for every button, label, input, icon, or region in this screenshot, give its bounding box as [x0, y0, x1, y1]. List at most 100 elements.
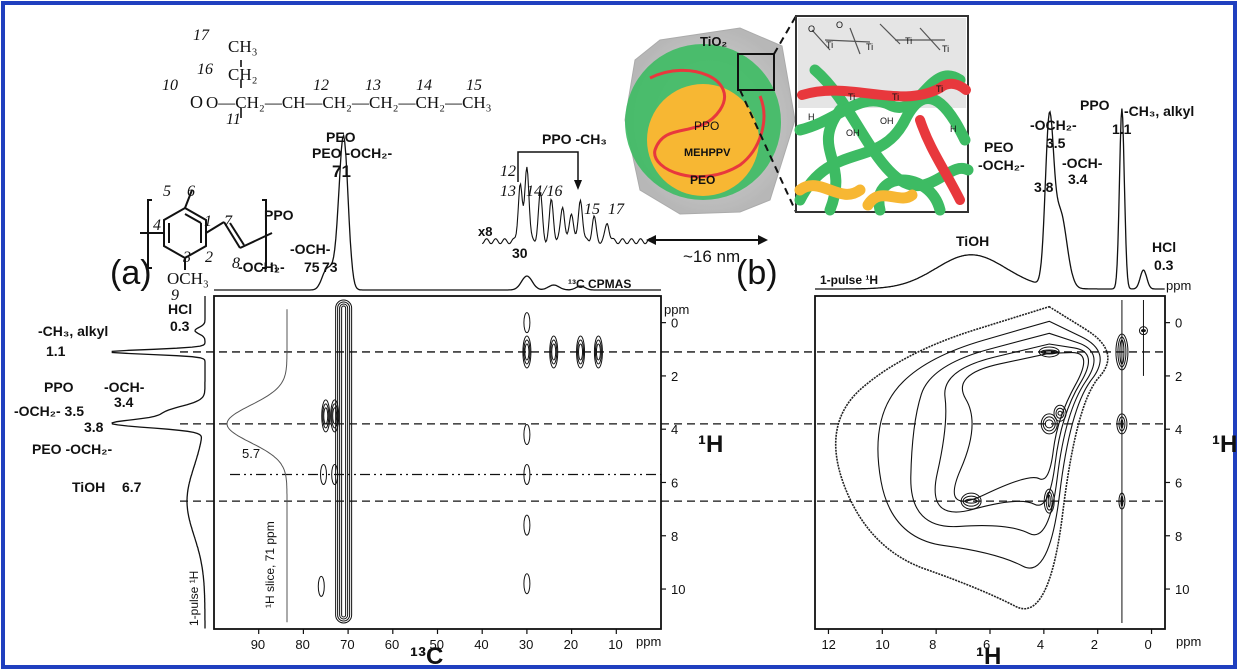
panel-a-x-tick-label: 80	[295, 637, 309, 652]
contour-peak	[331, 463, 339, 485]
contour-peak	[317, 575, 325, 597]
c13-label-peo: PEO	[326, 129, 356, 145]
panel-a-y-tick-label: 4	[671, 422, 678, 437]
alkyl-14-16: 14/16	[526, 183, 562, 200]
panel-a-x-tick-label: 40	[474, 637, 488, 652]
zoom-label-ti-5: Ti	[848, 92, 855, 102]
alkyl-15: 15	[584, 201, 600, 218]
panel-a-label: (a)	[110, 254, 152, 292]
mehppv-chain	[649, 68, 766, 179]
h1-alkyl-label: -CH₃, alkyl	[38, 323, 108, 339]
c13-peak-30: 30	[512, 245, 528, 261]
atom-num-12: 12	[313, 77, 329, 94]
contour-peak	[320, 463, 328, 485]
h1-och2-label: -OCH₂- 3.5	[14, 403, 84, 419]
contour-peak	[593, 335, 603, 369]
contour-peak	[332, 407, 338, 425]
zoom-label-ti-4: Ti	[942, 44, 949, 54]
h1b-peo-och2: -OCH₂-	[978, 157, 1025, 173]
atom-num-17: 17	[193, 27, 210, 44]
ppo-core	[647, 84, 759, 196]
h1-hcl-value: 0.3	[170, 318, 190, 334]
contour-peak	[594, 339, 602, 365]
panel-b-x-unit: ppm	[1176, 634, 1201, 649]
panel-a-x-tick-label: 50	[430, 637, 444, 652]
alkyl-17: 17	[608, 201, 625, 218]
contour-2d-level	[953, 352, 1085, 502]
c13-och2-label: -OCH₂-	[238, 259, 285, 275]
atom-num-1: 1	[204, 213, 212, 230]
contour-peak	[331, 403, 339, 429]
atom-num-14: 14	[416, 77, 432, 94]
h1b-tioh-label: TiOH	[956, 233, 989, 249]
panel-a-y-axis-label: ¹H	[698, 431, 723, 458]
carbon-cpmas-spectrum	[214, 133, 661, 291]
structure-och3: OCH₃	[167, 269, 209, 288]
c13-peo-och2: PEO -OCH₂-	[312, 145, 392, 161]
contour-2d-peak	[1042, 350, 1056, 354]
panel-a-x-unit: ppm	[636, 634, 661, 649]
h1-ppo-label: PPO	[44, 379, 74, 395]
contour-peak	[321, 399, 331, 433]
contour-peo-column	[341, 305, 347, 618]
contour-2d-peak	[1040, 349, 1058, 355]
contour-2d-peak	[960, 492, 982, 510]
contour-peo-column	[335, 299, 353, 624]
c13-och-label: -OCH-	[290, 241, 331, 257]
panel-a-plot-frame	[213, 295, 662, 630]
contour-2d-peak	[1044, 419, 1054, 429]
panel-a-x-tick-label: 20	[564, 637, 578, 652]
contour-2d-peak	[1042, 416, 1056, 432]
contour-peo-column	[339, 303, 349, 620]
h1-tioh-label: TiOH	[72, 479, 105, 495]
proton-left-spectrum	[111, 296, 206, 629]
atom-num-5: 5	[163, 183, 171, 200]
h1b-och-label: -OCH-	[1062, 155, 1103, 171]
h1b-peo-label: PEO	[984, 139, 1014, 155]
zoom-label-ti-7: Ti	[936, 84, 943, 94]
panel-b-y-tick-label: 2	[1175, 369, 1182, 384]
bracket-right	[262, 199, 267, 269]
h1-alkyl-value: 1.1	[46, 343, 66, 359]
panel-b-y-unit: ppm	[1166, 278, 1191, 293]
contour-2d-level	[834, 305, 1109, 610]
zoom-box-small	[737, 53, 775, 91]
contour-2d-peak	[1053, 404, 1067, 422]
structure-o: O	[190, 92, 203, 112]
panel-a: (a) x8 ¹³C CPMAS PEO PEO -OCH₂- 71 PPO -…	[14, 129, 723, 670]
c13-label-ppo: PPO	[264, 207, 294, 223]
slice-trace-label: ¹H slice, 71 ppm	[263, 521, 277, 608]
h1b-och2-label: -OCH₂-	[1030, 117, 1077, 133]
contour-peak	[578, 343, 584, 361]
schematic-mehppv-label: MEHPPV	[684, 147, 731, 159]
zoom-panel: O O Ti Ti Ti Ti Ti Ti Ti OH OH H H	[794, 15, 974, 216]
structure-ch2: CH₂	[228, 65, 258, 84]
panel-a-x-axis-label: ¹³C	[410, 643, 443, 670]
contour-peak	[549, 335, 559, 369]
contour-2d-level	[877, 320, 1101, 569]
zoom-label-oh-1: OH	[846, 128, 860, 138]
panel-a-y-tick-label: 8	[671, 529, 678, 544]
atom-num-13: 13	[365, 77, 381, 94]
contour-2d-peak	[1057, 410, 1063, 416]
panel-b-x-tick-label: 10	[875, 637, 889, 652]
panel-b-x-tick-label: 0	[1145, 637, 1152, 652]
atom-num-6: 6	[187, 183, 195, 200]
size-label: ~16 nm	[683, 247, 740, 266]
contour-peak	[550, 339, 558, 365]
atom-num-2: 2	[205, 249, 213, 266]
contour-2d-level	[910, 332, 1095, 536]
h1b-hcl-value: 0.3	[1154, 257, 1174, 273]
h1-och2-value: 3.8	[84, 419, 104, 435]
atom-num-4: 4	[153, 217, 161, 234]
h1-och-label: -OCH-	[104, 379, 145, 395]
zoom-label-h-2: H	[950, 124, 957, 134]
contour-peak	[523, 463, 531, 485]
h1b-peo-value: 3.8	[1034, 179, 1054, 195]
proton-top-spectrum	[815, 108, 1165, 290]
schematic-ppo-label: PPO	[694, 119, 719, 133]
contour-peak	[323, 407, 329, 425]
c13-peak-73: 73	[322, 259, 338, 275]
panel-a-y-tick-label: 6	[671, 475, 678, 490]
contour-2d-peak	[1045, 491, 1053, 511]
